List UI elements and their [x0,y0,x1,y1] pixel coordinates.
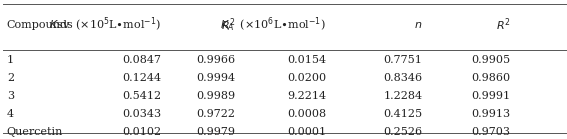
Text: 0.9991: 0.9991 [471,91,510,101]
Text: 0.9703: 0.9703 [471,127,510,137]
Text: 0.4125: 0.4125 [383,109,422,119]
Text: 0.0102: 0.0102 [122,127,162,137]
Text: 1.2284: 1.2284 [383,91,422,101]
Text: 2: 2 [7,73,14,83]
Text: 0.0343: 0.0343 [122,109,162,119]
Text: $\mathit{K}_\mathit{A}$  ($\times$10$^6$L$\bullet$mol$^{-1}$): $\mathit{K}_\mathit{A}$ ($\times$10$^6$L… [220,16,326,34]
Text: 0.9860: 0.9860 [471,73,510,83]
Text: $\mathit{K}$sv  ($\times$10$^5$L$\bullet$mol$^{-1}$): $\mathit{K}$sv ($\times$10$^5$L$\bullet$… [49,16,162,34]
Text: Quercetin: Quercetin [7,127,63,137]
Text: $\mathit{n}$: $\mathit{n}$ [414,20,422,30]
Text: 0.2526: 0.2526 [383,127,422,137]
Text: $\mathit{R}^2$: $\mathit{R}^2$ [496,17,510,33]
Text: 0.0008: 0.0008 [287,109,326,119]
Text: 0.0001: 0.0001 [287,127,326,137]
Text: 0.9905: 0.9905 [471,55,510,65]
Text: 9.2214: 9.2214 [287,91,326,101]
Text: 3: 3 [7,91,14,101]
Text: 0.9913: 0.9913 [471,109,510,119]
Text: 0.9966: 0.9966 [196,55,235,65]
Text: 0.0200: 0.0200 [287,73,326,83]
Text: 0.7751: 0.7751 [383,55,422,65]
Text: 0.5412: 0.5412 [122,91,162,101]
Text: 0.0154: 0.0154 [287,55,326,65]
Text: Compounds: Compounds [7,20,74,30]
Text: 0.9722: 0.9722 [196,109,235,119]
Text: 1: 1 [7,55,14,65]
Text: 0.9979: 0.9979 [196,127,235,137]
Text: 0.8346: 0.8346 [383,73,422,83]
Text: 0.9989: 0.9989 [196,91,235,101]
Text: 0.0847: 0.0847 [122,55,162,65]
Text: 0.1244: 0.1244 [122,73,162,83]
Text: $\mathit{R}^2$: $\mathit{R}^2$ [221,17,235,33]
Text: 0.9994: 0.9994 [196,73,235,83]
Text: 4: 4 [7,109,14,119]
